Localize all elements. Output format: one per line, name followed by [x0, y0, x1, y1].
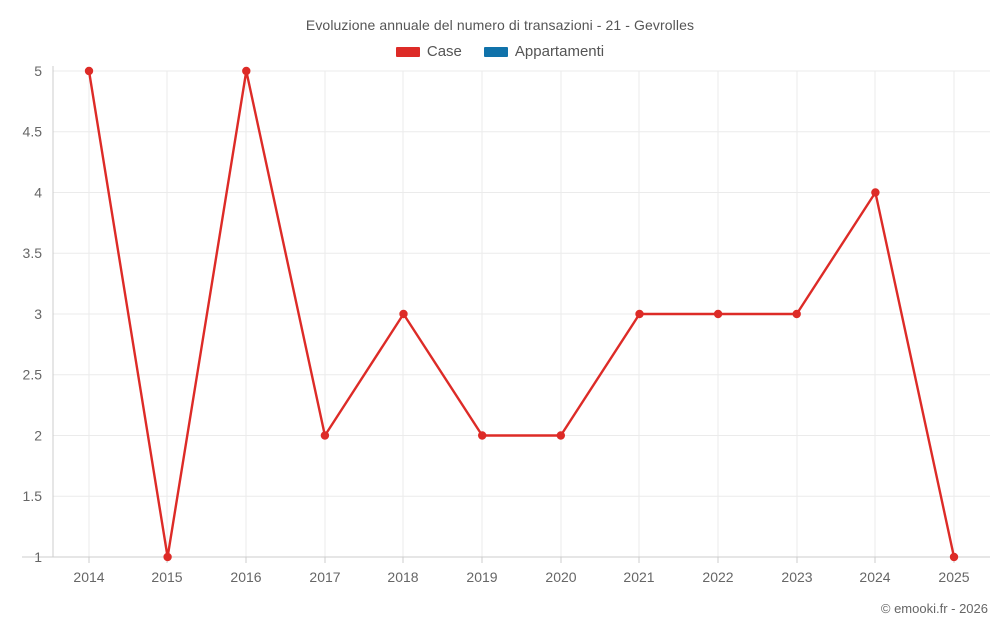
xtick-label-2015: 2015: [151, 569, 182, 585]
data-point-2020[interactable]: [556, 431, 565, 440]
xtick-label-2025: 2025: [938, 569, 969, 585]
y-axis-tick-labels: 1 1.5 2 2.5 3 3.5 4 4.5 5: [23, 63, 43, 565]
xtick-label-2020: 2020: [545, 569, 576, 585]
chart-legend: Case Appartamenti: [0, 44, 1000, 59]
footer-credit: © emooki.fr - 2026: [880, 601, 988, 616]
data-point-2016[interactable]: [242, 66, 251, 76]
data-point-2018[interactable]: [399, 309, 408, 319]
data-point-2017[interactable]: [320, 431, 330, 440]
x-axis-ticks: [88, 557, 955, 563]
xtick-label-2024: 2024: [859, 569, 890, 585]
xtick-label-2018: 2018: [387, 569, 418, 585]
data-point-2019[interactable]: [478, 431, 487, 440]
series-markers-case: [84, 66, 959, 562]
xtick-label-2016: 2016: [230, 569, 261, 585]
xtick-label-2021: 2021: [623, 569, 654, 585]
ytick-label-4: 4: [34, 185, 42, 201]
data-point-2021[interactable]: [635, 309, 644, 319]
xtick-label-2019: 2019: [466, 569, 497, 585]
ytick-label-5: 5: [34, 63, 42, 79]
ytick-label-2: 2: [34, 428, 42, 444]
xtick-label-2017: 2017: [309, 569, 340, 585]
legend-label-case: Case: [426, 43, 462, 60]
data-point-2025[interactable]: [949, 552, 959, 562]
legend-swatch-red-icon: [395, 46, 420, 57]
x-axis-tick-labels: 2014 2015 2016 2017 2018 2019 2020 2021 …: [73, 569, 969, 585]
chart-title: Evoluzione annuale del numero di transaz…: [305, 17, 695, 33]
ytick-label-2.5: 2.5: [23, 367, 43, 383]
data-point-2024[interactable]: [871, 188, 880, 197]
legend-label-appartamenti: Appartamenti: [514, 43, 605, 60]
grid-horizontal: [53, 70, 990, 497]
xtick-label-2023: 2023: [781, 569, 812, 585]
ytick-label-3: 3: [34, 306, 42, 322]
ytick-label-1: 1: [34, 549, 42, 565]
data-point-2015[interactable]: [163, 552, 172, 562]
data-point-2014[interactable]: [84, 66, 94, 76]
legend-swatch-blue-icon: [483, 46, 508, 57]
data-point-2022[interactable]: [713, 309, 723, 319]
ytick-label-4.5: 4.5: [23, 124, 43, 140]
ytick-label-1.5: 1.5: [23, 488, 43, 504]
series-line-case: [87, 69, 956, 559]
data-point-2023[interactable]: [792, 309, 801, 319]
legend-item-case[interactable]: Case: [395, 43, 462, 60]
legend-item-appartamenti[interactable]: Appartamenti: [483, 43, 605, 60]
ytick-label-3.5: 3.5: [23, 245, 43, 261]
xtick-label-2014: 2014: [73, 569, 104, 585]
xtick-label-2022: 2022: [702, 569, 733, 585]
